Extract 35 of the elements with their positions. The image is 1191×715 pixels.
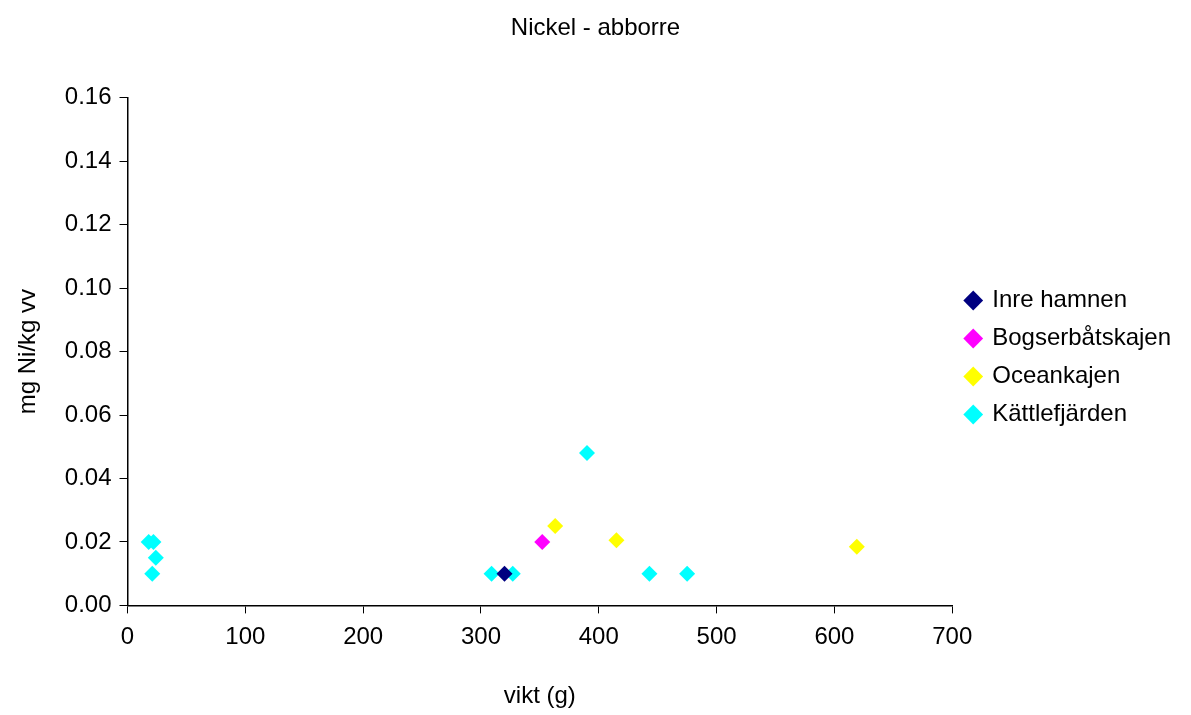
x-axis-title: vikt (g) xyxy=(503,681,576,709)
x-tick-label: 400 xyxy=(578,622,619,650)
chart-title: Nickel - abborre xyxy=(510,13,681,41)
point xyxy=(679,565,696,582)
point xyxy=(496,565,513,582)
y-axis-title: mg Ni/kg vv xyxy=(13,288,41,415)
y-tick-label: 0.02 xyxy=(64,526,112,554)
y-tick-label: 0.06 xyxy=(64,399,112,427)
legend-label: Kättlefjärden xyxy=(992,399,1127,427)
point xyxy=(483,565,500,582)
point xyxy=(578,445,595,462)
y-tick-label: 0.12 xyxy=(64,209,112,237)
point xyxy=(608,532,625,549)
y-tick-label: 0.10 xyxy=(64,272,112,300)
y-tick-label: 0.08 xyxy=(64,336,112,364)
legend-label: Oceankajen xyxy=(992,361,1121,389)
legend-label: Bogserbåtskajen xyxy=(992,323,1171,351)
x-tick-label: 200 xyxy=(343,622,384,650)
legend-label: Inre hamnen xyxy=(992,285,1127,313)
x-tick-label: 600 xyxy=(814,622,855,650)
x-tick-label: 500 xyxy=(696,622,737,650)
x-tick-label: 300 xyxy=(460,622,501,650)
x-tick-label: 0 xyxy=(120,622,135,650)
point xyxy=(147,549,164,566)
y-tick-label: 0.00 xyxy=(64,590,112,618)
y-tick-label: 0.16 xyxy=(64,82,112,110)
point xyxy=(144,565,161,582)
point xyxy=(534,533,551,550)
point xyxy=(547,518,564,535)
point xyxy=(641,565,658,582)
y-tick-label: 0.14 xyxy=(64,145,112,173)
y-tick-label: 0.04 xyxy=(64,463,112,491)
x-tick-label: 100 xyxy=(225,622,266,650)
x-tick-label: 700 xyxy=(932,622,973,650)
point xyxy=(848,538,865,555)
